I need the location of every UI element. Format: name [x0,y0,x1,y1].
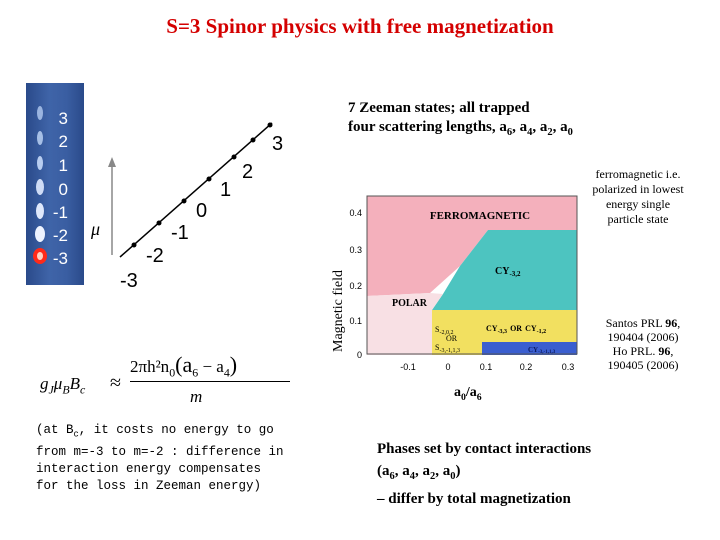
cloud-spot-core [37,252,43,260]
zeeman-line-1: 7 Zeeman states; all trapped [348,100,530,116]
region-label-s-top: S-2,0,2 [435,325,453,336]
mu-axis-arrow [108,157,116,167]
zeeman-diagram [108,122,273,258]
polar-region [367,293,443,355]
formula-fraction-bar [130,381,290,382]
cloud-spot [36,203,44,219]
absorption-image-strip [26,83,84,285]
zeeman-level-label: 0 [196,200,208,222]
x-tick: 0.2 [520,362,533,372]
zeeman-description: 7 Zeeman states; all trapped four scatte… [348,99,678,142]
y-tick: 0.4 [349,208,362,218]
m-label: 1 [58,156,68,175]
region-label-s-bottom: S-3,-1,1,3 [435,343,460,354]
zeeman-level-label: 2 [242,161,254,183]
region-label-cy32: CY-3,2 [495,266,521,278]
zeeman-level-label: 1 [220,179,232,201]
references: Santos PRL 96, 190404 (2006) Ho PRL. 96,… [605,316,681,372]
slide-title: S=3 Spinor physics with free magnetizati… [166,14,554,38]
cloud-spot [37,131,43,145]
y-tick: 0 [357,350,362,360]
cloud-spot [35,226,45,242]
y-tick: 0.1 [349,316,362,326]
cy-3-2-region [432,230,577,310]
zeeman-level-dot [206,176,212,182]
region-label-or: OR [446,334,458,343]
summary-text: Phases set by contact interactions (a6, … [377,441,592,507]
zeeman-level-label: -2 [146,245,164,267]
m-label: 3 [58,109,68,128]
region-label-polar: POLAR [392,298,428,309]
region-label-cy33-or-cy12: CY-3,3 OR CY-1,2 [486,324,546,335]
formula-numerator: 2πh²n0(a6 − a4) [130,352,238,380]
ferromagnetic-region [367,196,577,296]
zeeman-level-dot [131,242,137,248]
atom-cloud-image [33,106,47,264]
mu-label: μ [91,219,101,239]
cy-3-1-1-3-region [482,342,577,355]
phase-plot-border [366,195,578,355]
formula-denominator: m [190,387,203,406]
zeeman-line [119,122,273,258]
y-tick: 0.2 [349,281,362,291]
region-label-cy313: CY-3,-1,1,3 [528,346,556,355]
zeeman-level-label: -3 [120,270,138,292]
zeeman-level-dot [231,154,237,160]
m-label: -2 [52,226,68,245]
zeeman-level-dot [181,198,187,204]
zeeman-level-label: -1 [171,222,189,244]
x-tick: 0.1 [480,362,493,372]
x-axis-label: a0/a6 [454,385,482,403]
s-region [432,310,482,355]
cloud-spot [37,106,43,120]
y-tick: 0.3 [349,245,362,255]
x-tick: 0.3 [562,362,575,372]
zeeman-level-dot [267,122,273,128]
m-label: -3 [52,249,68,268]
zeeman-level-dot [250,137,256,143]
phase-diagram: 0.4 0.3 0.2 0.1 0 -0.1 0 0.1 0.2 0.3 FER… [349,195,578,372]
zeeman-level-label: 3 [272,133,284,155]
formula-approx: ≈ [110,372,121,394]
zeeman-level-dot [156,220,162,226]
m-label: -1 [52,203,68,222]
explanation-note: (at Bc, it costs no energy to go from m=… [36,423,284,493]
x-tick: 0 [445,362,450,372]
m-label: 2 [58,132,68,151]
region-label-ferromagnetic: FERROMAGNETIC [430,210,530,222]
cloud-spot [36,179,44,195]
formula-lhs: gJμBBc [40,374,86,397]
ferromagnetic-note: ferromagnetic i.e. polarized in lowest e… [592,167,684,226]
m-label: 0 [58,180,68,199]
x-tick: -0.1 [400,362,416,372]
zeeman-line-2: four scattering lengths, a6, a4, a2, a0 [348,119,573,138]
cloud-spot [37,156,43,170]
cy-3-3-region [482,310,577,342]
